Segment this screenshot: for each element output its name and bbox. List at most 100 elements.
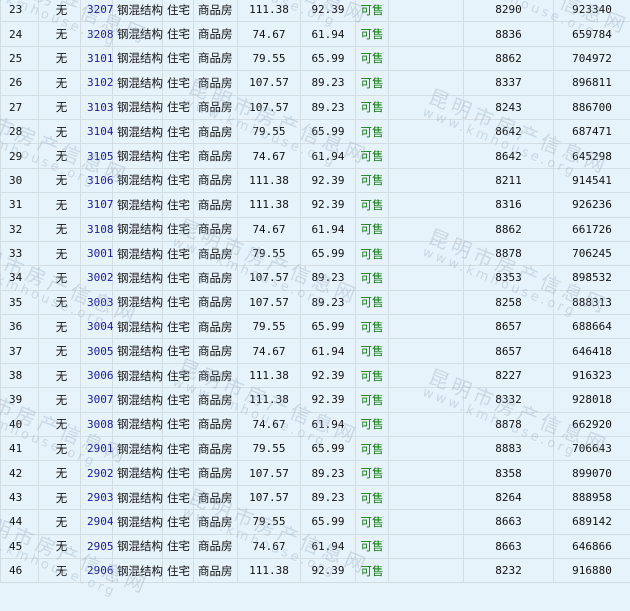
room-number-link[interactable]: 2902 <box>81 461 113 485</box>
sale-status: 可售 <box>356 485 389 509</box>
total-price: 645298 <box>554 144 630 168</box>
room-number-link[interactable]: 3208 <box>81 22 113 46</box>
sale-status: 可售 <box>356 168 389 192</box>
room-number-link[interactable]: 3004 <box>81 315 113 339</box>
unit-price: 8353 <box>464 266 554 290</box>
unit-price: 8862 <box>464 217 554 241</box>
sale-status: 可售 <box>356 144 389 168</box>
sale-status: 可售 <box>356 217 389 241</box>
unit-price: 8232 <box>464 558 554 582</box>
building-area: 111.38 <box>238 558 301 582</box>
room-number-link[interactable]: 3002 <box>81 266 113 290</box>
structure: 钢混结构 <box>113 510 163 534</box>
property-type: 商品房 <box>194 437 238 461</box>
room-number-link[interactable]: 3105 <box>81 144 113 168</box>
room-number-link[interactable]: 3207 <box>81 0 113 22</box>
structure: 钢混结构 <box>113 485 163 509</box>
room-number-link[interactable]: 3107 <box>81 193 113 217</box>
inner-area: 65.99 <box>301 510 356 534</box>
building-area: 79.55 <box>238 119 301 143</box>
room-number-link[interactable]: 3102 <box>81 71 113 95</box>
structure: 钢混结构 <box>113 22 163 46</box>
property-type: 商品房 <box>194 315 238 339</box>
room-number-link[interactable]: 3104 <box>81 119 113 143</box>
row-number: 33 <box>1 241 39 265</box>
unit-price: 8211 <box>464 168 554 192</box>
building-area: 111.38 <box>238 193 301 217</box>
sale-status: 可售 <box>356 315 389 339</box>
property-type: 商品房 <box>194 168 238 192</box>
building-area: 74.67 <box>238 144 301 168</box>
usage: 住宅 <box>163 339 194 363</box>
row-number: 46 <box>1 558 39 582</box>
room-number-link[interactable]: 2905 <box>81 534 113 558</box>
room-number-link[interactable]: 2901 <box>81 437 113 461</box>
note <box>389 95 464 119</box>
total-price: 706245 <box>554 241 630 265</box>
usage: 住宅 <box>163 315 194 339</box>
sale-status: 可售 <box>356 241 389 265</box>
room-number-link[interactable]: 3001 <box>81 241 113 265</box>
mortgage-status: 无 <box>39 144 81 168</box>
structure: 钢混结构 <box>113 144 163 168</box>
unit-price: 8657 <box>464 315 554 339</box>
property-type: 商品房 <box>194 290 238 314</box>
usage: 住宅 <box>163 363 194 387</box>
structure: 钢混结构 <box>113 217 163 241</box>
structure: 钢混结构 <box>113 412 163 436</box>
building-area: 107.57 <box>238 461 301 485</box>
property-type: 商品房 <box>194 510 238 534</box>
building-area: 79.55 <box>238 241 301 265</box>
usage: 住宅 <box>163 266 194 290</box>
room-number-link[interactable]: 3108 <box>81 217 113 241</box>
inner-area: 92.39 <box>301 168 356 192</box>
room-number-link[interactable]: 3106 <box>81 168 113 192</box>
room-number-link[interactable]: 3006 <box>81 363 113 387</box>
usage: 住宅 <box>163 193 194 217</box>
mortgage-status: 无 <box>39 339 81 363</box>
unit-price: 8642 <box>464 119 554 143</box>
mortgage-status: 无 <box>39 71 81 95</box>
room-number-link[interactable]: 2906 <box>81 558 113 582</box>
usage: 住宅 <box>163 510 194 534</box>
property-type: 商品房 <box>194 388 238 412</box>
usage: 住宅 <box>163 0 194 22</box>
total-price: 916880 <box>554 558 630 582</box>
row-number: 42 <box>1 461 39 485</box>
room-number-link[interactable]: 2903 <box>81 485 113 509</box>
total-price: 659784 <box>554 22 630 46</box>
inner-area: 65.99 <box>301 241 356 265</box>
mortgage-status: 无 <box>39 510 81 534</box>
building-area: 74.67 <box>238 339 301 363</box>
sale-status: 可售 <box>356 510 389 534</box>
room-number-link[interactable]: 3005 <box>81 339 113 363</box>
room-number-link[interactable]: 3008 <box>81 412 113 436</box>
row-number: 28 <box>1 119 39 143</box>
usage: 住宅 <box>163 168 194 192</box>
total-price: 662920 <box>554 412 630 436</box>
room-number-link[interactable]: 3101 <box>81 46 113 70</box>
inner-area: 92.39 <box>301 363 356 387</box>
property-type: 商品房 <box>194 363 238 387</box>
row-number: 23 <box>1 0 39 22</box>
room-number-link[interactable]: 3003 <box>81 290 113 314</box>
room-number-link[interactable]: 2904 <box>81 510 113 534</box>
note <box>389 558 464 582</box>
inner-area: 89.23 <box>301 461 356 485</box>
unit-price: 8358 <box>464 461 554 485</box>
note <box>389 339 464 363</box>
inner-area: 89.23 <box>301 290 356 314</box>
usage: 住宅 <box>163 46 194 70</box>
mortgage-status: 无 <box>39 558 81 582</box>
mortgage-status: 无 <box>39 363 81 387</box>
room-number-link[interactable]: 3007 <box>81 388 113 412</box>
total-price: 661726 <box>554 217 630 241</box>
row-number: 31 <box>1 193 39 217</box>
room-number-link[interactable]: 3103 <box>81 95 113 119</box>
building-area: 111.38 <box>238 0 301 22</box>
usage: 住宅 <box>163 485 194 509</box>
